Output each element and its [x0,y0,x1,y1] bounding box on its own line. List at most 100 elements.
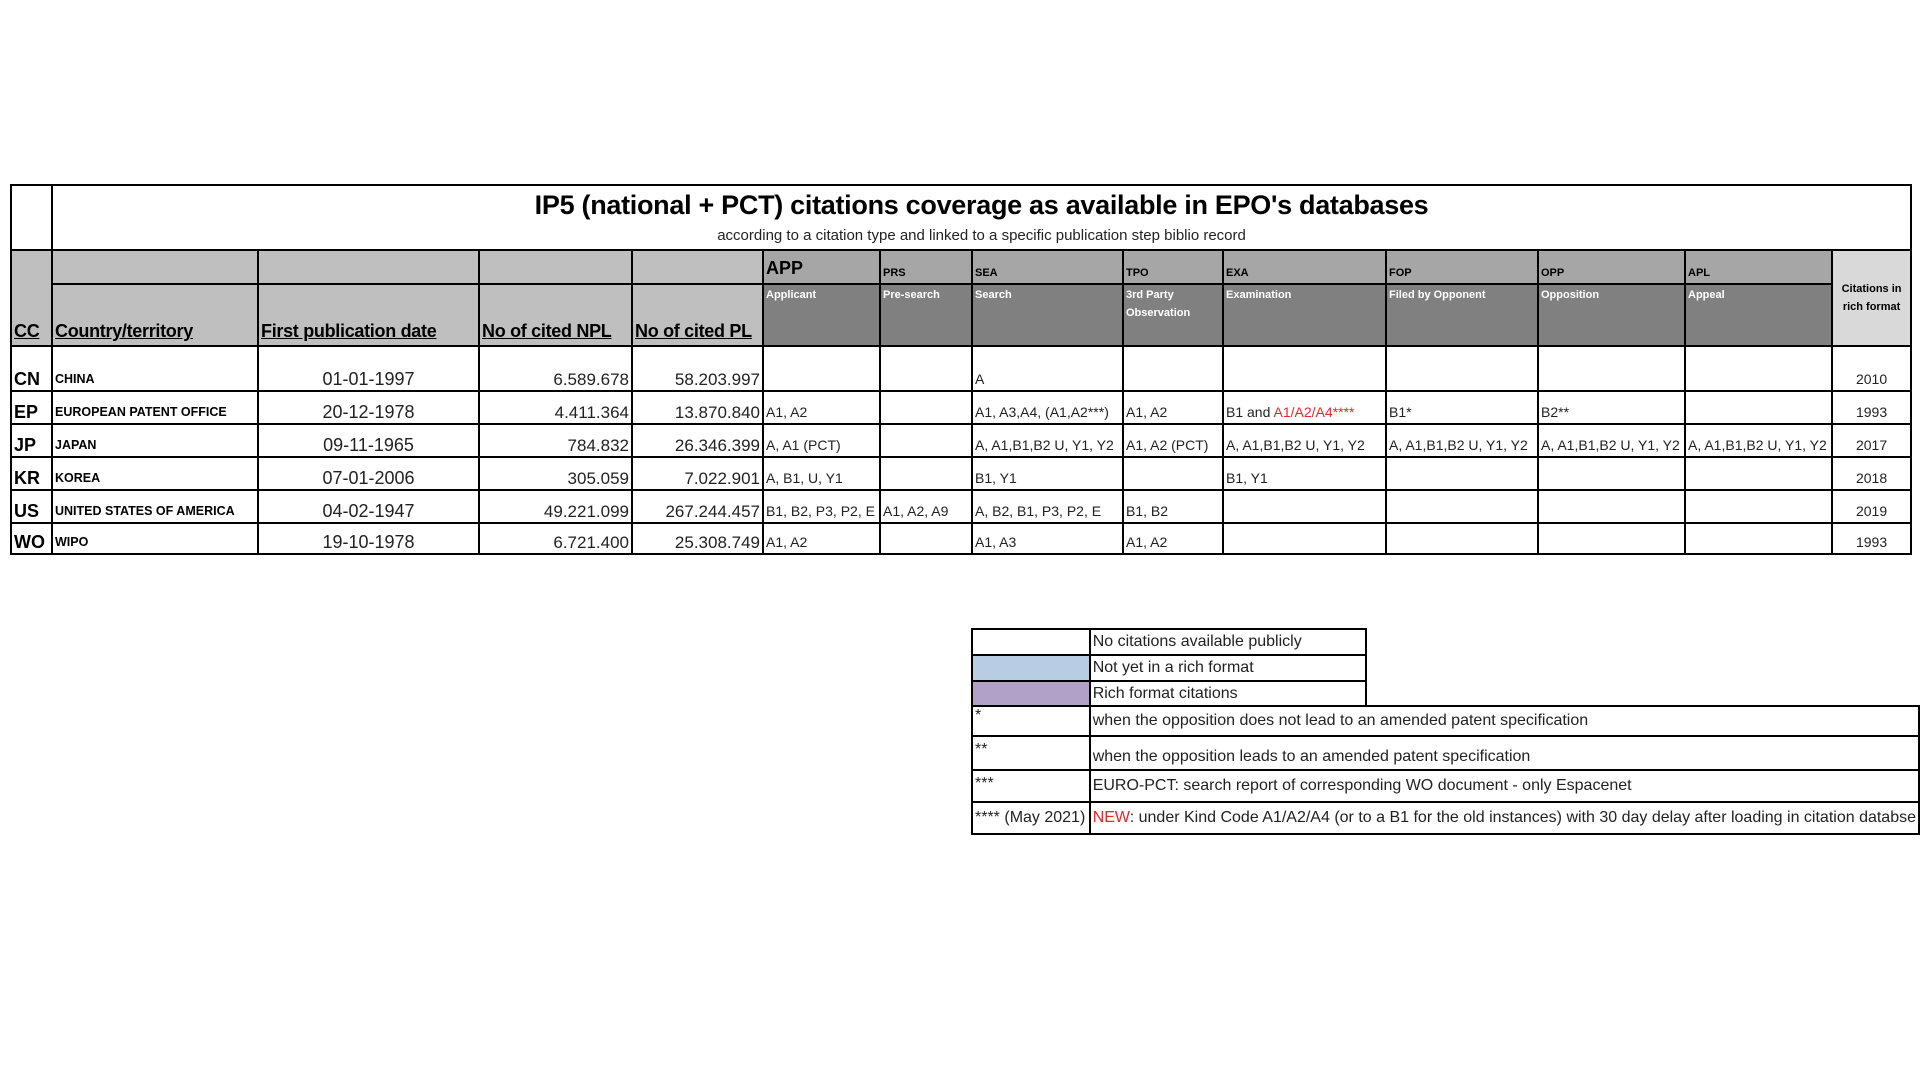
note-new-prefix: NEW [1093,809,1130,826]
table-row: CNCHINA01-01-19976.589.67858.203.997A201… [11,346,1911,391]
step-kind-codes: B1, B2, P3, P2, E [766,503,875,519]
header-rich-format: Citations in rich format [1832,250,1911,346]
header-band [258,250,479,284]
legend: No citations available publicly Not yet … [971,628,1920,835]
step-kind-codes: A, B1, U, Y1 [766,470,843,486]
step-cell-opp: B2** [1538,391,1685,424]
step-cell-exa [1223,490,1386,523]
cited-npl: 4.411.364 [479,391,632,424]
step-cell-app: A, A1 (PCT) [763,424,880,457]
step-code-fop: FOP [1386,250,1538,284]
step-kind-codes: A1, A3,A4, (A1,A2***) [975,404,1109,420]
country-name: WIPO [52,523,258,554]
country-name: CHINA [52,346,258,391]
step-cell-sea: B1, Y1 [972,457,1123,490]
step-code-app: APP [763,250,880,284]
step-cell-opp [1538,346,1685,391]
first-publication-date: 19-10-1978 [258,523,479,554]
table-row: KRKOREA07-01-2006305.0597.022.901A, B1, … [11,457,1911,490]
step-cell-exa [1223,346,1386,391]
step-cell-apl: A, A1,B1,B2 U, Y1, Y2 [1685,424,1832,457]
country-code: CN [11,346,52,391]
note-text: EURO-PCT: search report of corresponding… [1090,770,1919,802]
step-cell-sea: A1, A3 [972,523,1123,554]
step-kind-codes: A, A1,B1,B2 U, Y1, Y2 [1389,437,1528,453]
cited-pl: 7.022.901 [632,457,763,490]
step-label-fop: Filed by Opponent [1386,284,1538,346]
step-kind-codes: A, B2, B1, P3, P2, E [975,503,1101,519]
step-cell-fop: A, A1,B1,B2 U, Y1, Y2 [1386,424,1538,457]
step-kind-codes: A, A1,B1,B2 U, Y1, Y2 [975,437,1114,453]
step-kind-codes: A, A1 (PCT) [766,437,841,453]
step-cell-fop [1386,523,1538,554]
step-cell-exa: A, A1,B1,B2 U, Y1, Y2 [1223,424,1386,457]
step-cell-apl [1685,346,1832,391]
table-subtitle: according to a citation type and linked … [55,227,1908,244]
note-mark-new: **** (May 2021) [972,802,1090,834]
step-label-opp: Opposition [1538,284,1685,346]
first-publication-date: 09-11-1965 [258,424,479,457]
header-band [632,250,763,284]
note-mark: ** [972,736,1090,770]
step-kind-codes: A1, A2 [1126,404,1167,420]
step-cell-exa [1223,523,1386,554]
header-first-pub: First publication date [258,284,479,346]
legend-label: Not yet in a rich format [1090,655,1367,681]
step-kind-codes: B1* [1389,404,1412,420]
legend-row: Rich format citations [972,681,1919,706]
corner-cell [11,185,52,250]
header-band [479,250,632,284]
step-cell-fop [1386,346,1538,391]
step-kind-codes: A1, A2 [766,534,807,550]
step-kind-codes: B1, B2 [1126,503,1168,519]
header-pl: No of cited PL [632,284,763,346]
step-cell-tpo: A1, A2 [1123,523,1223,554]
country-code: WO [11,523,52,554]
country-name: UNITED STATES OF AMERICA [52,490,258,523]
step-cell-fop: B1* [1386,391,1538,424]
title-row: IP5 (national + PCT) citations coverage … [11,185,1911,250]
step-cell-opp [1538,490,1685,523]
first-publication-date: 01-01-1997 [258,346,479,391]
step-kind-codes: A, A1,B1,B2 U, Y1, Y2 [1541,437,1680,453]
step-cell-prs [880,424,972,457]
rich-format-year: 2018 [1832,457,1911,490]
step-cell-tpo: A1, A2 (PCT) [1123,424,1223,457]
step-cell-opp: A, A1,B1,B2 U, Y1, Y2 [1538,424,1685,457]
rich-format-year: 2019 [1832,490,1911,523]
country-code: EP [11,391,52,424]
step-kind-codes: B2** [1541,404,1569,420]
step-code-apl: APL [1685,250,1832,284]
step-kind-codes: B1, Y1 [1226,470,1268,486]
step-cell-apl [1685,457,1832,490]
header-band [52,250,258,284]
legend-row: Not yet in a rich format [972,655,1919,681]
cited-pl: 26.346.399 [632,424,763,457]
step-code-opp: OPP [1538,250,1685,284]
note-row: **** (May 2021) NEW: under Kind Code A1/… [972,802,1919,834]
step-cell-tpo: B1, B2 [1123,490,1223,523]
legend-label: Rich format citations [1090,681,1367,706]
cited-pl: 25.308.749 [632,523,763,554]
step-kind-codes: A1, A2 (PCT) [1126,437,1208,453]
legend-row: No citations available publicly [972,629,1919,655]
step-kind-codes: A, A1,B1,B2 U, Y1, Y2 [1226,437,1365,453]
step-code-prs: PRS [880,250,972,284]
step-cell-app: A, B1, U, Y1 [763,457,880,490]
step-cell-prs: A1, A2, A9 [880,490,972,523]
rich-format-year: 1993 [1832,391,1911,424]
step-kind-codes-new: A1/A2/A4**** [1274,404,1355,420]
country-code: US [11,490,52,523]
rich-format-year: 2017 [1832,424,1911,457]
cited-pl: 267.244.457 [632,490,763,523]
step-kind-codes: A1, A3 [975,534,1016,550]
coverage-table: IP5 (national + PCT) citations coverage … [10,184,1912,555]
step-code-tpo: TPO [1123,250,1223,284]
step-cell-sea: A, B2, B1, P3, P2, E [972,490,1123,523]
step-cell-app: A1, A2 [763,523,880,554]
table-title: IP5 (national + PCT) citations coverage … [55,190,1908,221]
legend-label: No citations available publicly [1090,629,1367,655]
step-cell-app [763,346,880,391]
note-row: *** EURO-PCT: search report of correspon… [972,770,1919,802]
step-cell-apl [1685,391,1832,424]
